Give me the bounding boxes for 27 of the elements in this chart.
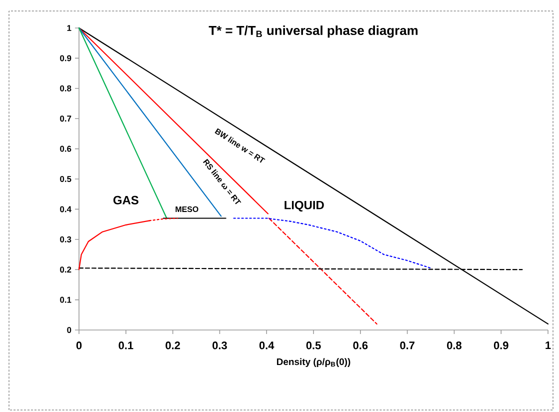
x-tick-label: 0 — [76, 342, 82, 350]
x-tick-label: 0.5 — [306, 342, 321, 350]
y-tick-label: 0.8 — [60, 85, 72, 92]
x-tick-label: 0.1 — [118, 342, 134, 350]
line-series — [233, 218, 432, 269]
y-tick-label: 0.3 — [60, 236, 72, 242]
y-tick-label: 0.7 — [60, 116, 72, 122]
y-tick-label: 0.1 — [60, 296, 72, 303]
annotation: LIQUID — [284, 200, 324, 212]
x-tick-label: 1 — [546, 342, 551, 350]
annotation: GAS — [113, 196, 138, 204]
x-tick-label: 0.6 — [353, 342, 368, 350]
x-tick-label: 0.4 — [259, 342, 274, 350]
x-axis-title: Density (ρ/ρ$_{B}$(0)) — [276, 358, 350, 367]
y-tick-label: 1 — [67, 25, 72, 31]
x-tick-label: 0.8 — [447, 342, 462, 350]
y-tick-label: 0.2 — [60, 266, 72, 273]
y-tick-label: 0.9 — [60, 55, 72, 62]
x-tick-label: 0.3 — [212, 342, 227, 350]
y-tick-label: 0.6 — [60, 146, 72, 152]
chart-title: T* = T/T$_{B}$ universal phase diagram — [208, 26, 418, 38]
x-tick-label: 0.2 — [166, 342, 180, 350]
x-tick-label: 0.9 — [494, 342, 508, 350]
x-tick-label: 0.7 — [400, 342, 414, 350]
y-tick-label: 0 — [67, 327, 72, 333]
y-tick-label: 0.4 — [60, 206, 72, 212]
y-tick-label: 0.5 — [60, 176, 72, 182]
